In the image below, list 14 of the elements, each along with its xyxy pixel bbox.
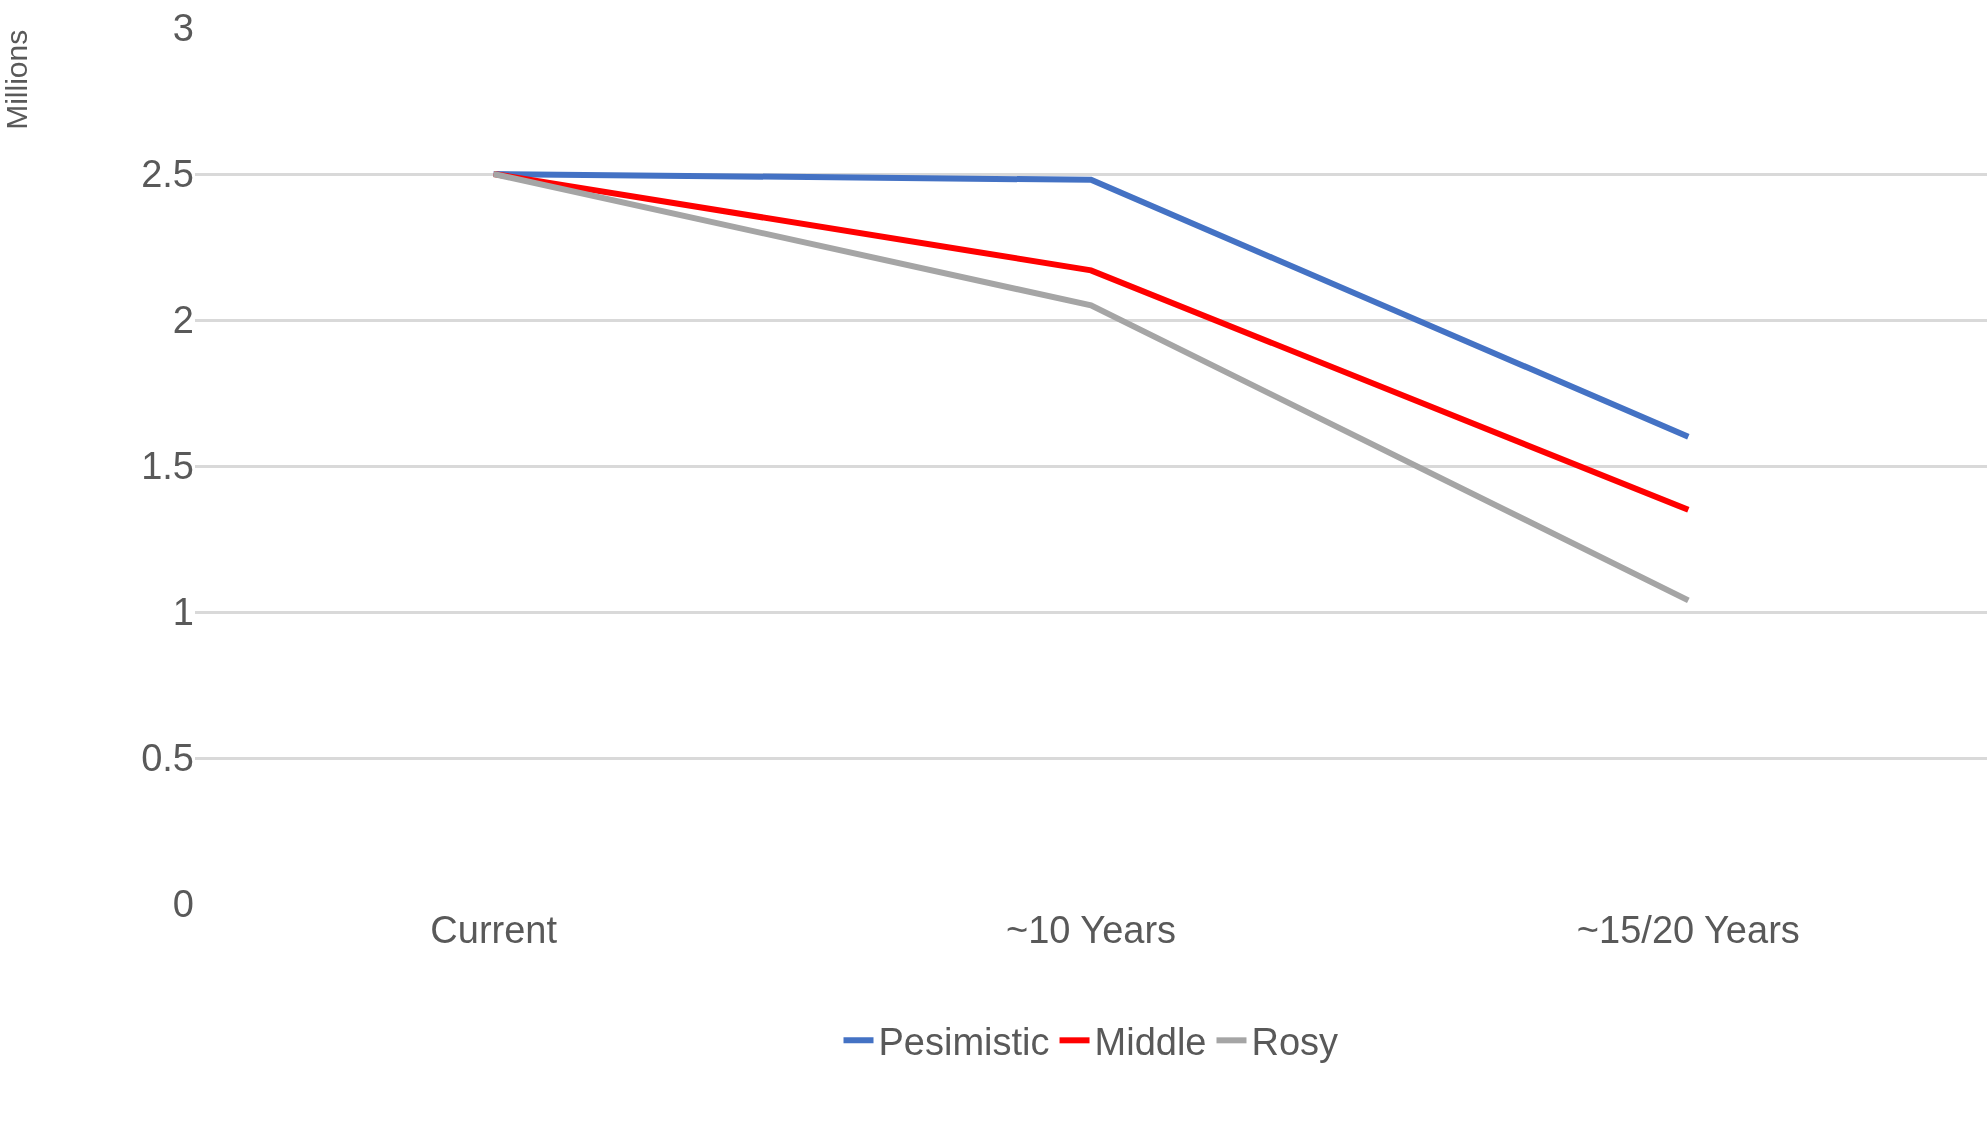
y-tick-label: 1.5 xyxy=(141,445,194,488)
y-axis-title: Millions xyxy=(0,29,33,130)
legend-label: Middle xyxy=(1094,1021,1207,1064)
y-tick-label: 0.5 xyxy=(141,737,194,780)
legend-label: Pesimistic xyxy=(878,1021,1050,1064)
y-tick-label: 3 xyxy=(172,7,194,50)
y-tick-label: 0 xyxy=(172,883,194,926)
y-tick-label: 2 xyxy=(172,299,194,342)
x-tick-label: Current xyxy=(430,909,558,951)
y-tick-label: 2.5 xyxy=(141,153,194,196)
x-tick-label: ~15/20 Years xyxy=(1576,909,1800,951)
x-tick-label: ~10 Years xyxy=(1005,909,1177,951)
legend-label: Rosy xyxy=(1251,1021,1339,1064)
y-tick-label: 1 xyxy=(172,591,194,634)
